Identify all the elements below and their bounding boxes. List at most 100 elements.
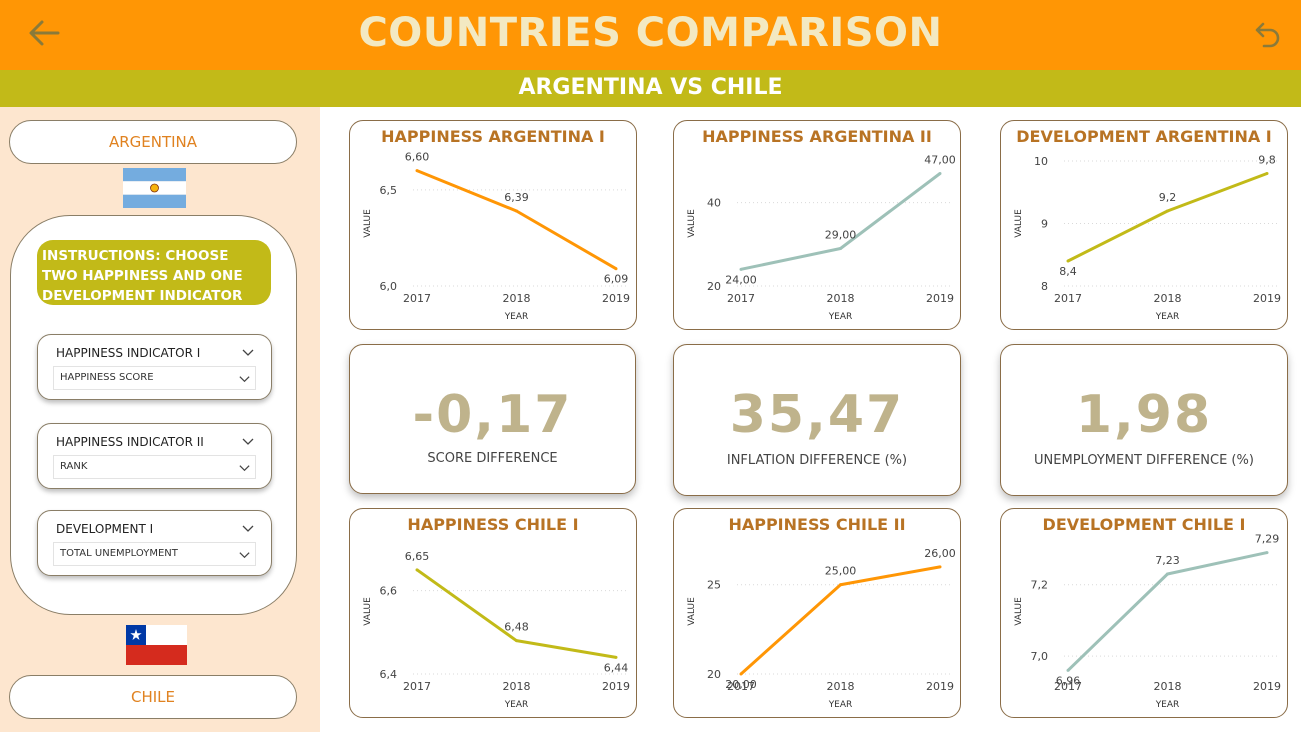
y-axis-title: VALUE (687, 597, 697, 626)
data-point (938, 172, 942, 175)
chart-development-argentina-1: DEVELOPMENT ARGENTINA I 8 9 10 2017 2018 2019… (1000, 120, 1288, 330)
kpi-value: 1,98 (1075, 385, 1213, 445)
kpi-label: INFLATION DIFFERENCE (%) (726, 453, 908, 468)
chart-title: DEVELOPMENT CHILE I (1042, 515, 1246, 534)
data-point (415, 169, 419, 173)
line-chart: 20 40 2017 2018 2019 YEAR VALUE 24,00 29,00 47,00 (687, 154, 956, 323)
arrow-left-icon (29, 20, 60, 46)
x-tick-label: 2019 (602, 680, 630, 693)
dropdown-value: TOTAL UNEMPLOYMENT (60, 548, 178, 559)
slicer-label: HAPPINESS INDICATOR II (56, 435, 204, 449)
y-tick-label: 25 (707, 579, 721, 592)
x-tick-label: 2017 (727, 680, 755, 693)
happiness-indicator-2-dropdown[interactable]: RANK (53, 455, 256, 479)
data-point (614, 267, 618, 271)
x-axis-title: YEAR (828, 312, 853, 322)
subheader-bar: ARGENTINA VS CHILE (0, 70, 1301, 107)
x-tick-label: 2017 (403, 292, 431, 305)
x-tick-label: 2018 (503, 292, 531, 305)
y-tick-label: 10 (1034, 155, 1048, 168)
undo-icon (1255, 22, 1280, 48)
chart-happiness-argentina-2: HAPPINESS ARGENTINA II 20 40 2017 2018 2019 Y… (673, 120, 961, 330)
chart-title: HAPPINESS ARGENTINA I (381, 127, 605, 146)
data-label: 8,4 (1059, 265, 1077, 278)
y-tick-label: 8 (1041, 280, 1048, 293)
undo-button[interactable] (1246, 14, 1286, 54)
series-line (1066, 551, 1268, 672)
kpi-label: UNEMPLOYMENT DIFFERENCE (%) (1034, 453, 1254, 468)
y-tick-label: 9 (1041, 218, 1048, 231)
y-axis-title: VALUE (687, 209, 697, 238)
chart-happiness-chile-2: HAPPINESS CHILE II 20 25 2017 2018 2019 YEAR V… (673, 508, 961, 718)
x-tick-label: 2019 (926, 292, 954, 305)
dropdown-value: RANK (60, 461, 88, 472)
data-label: 26,00 (924, 547, 956, 560)
happiness-indicator-2-slicer[interactable]: HAPPINESS INDICATOR II RANK (37, 423, 272, 489)
happiness-indicator-1-slicer[interactable]: HAPPINESS INDICATOR I HAPPINESS SCORE (37, 334, 272, 400)
data-label: 6,48 (504, 621, 529, 634)
country-button-chile[interactable]: CHILE (9, 675, 297, 719)
line-chart: 6,0 6,5 2017 2018 2019 YEAR VALUE 6,60 6,39 6,09 (363, 151, 630, 322)
data-label: 7,29 (1255, 533, 1280, 546)
x-tick-label: 2017 (1054, 292, 1082, 305)
x-tick-label: 2018 (503, 680, 531, 693)
data-point (1166, 572, 1169, 576)
chevron-down-icon[interactable] (241, 434, 255, 448)
chevron-down-icon[interactable] (241, 521, 255, 535)
y-tick-label: 6,5 (380, 184, 398, 197)
page-title: COUNTRIES COMPARISON (358, 10, 943, 56)
data-label: 7,23 (1155, 554, 1180, 567)
kpi-value: 35,47 (729, 385, 905, 445)
chevron-down-icon[interactable] (241, 345, 255, 359)
chart-title: HAPPINESS ARGENTINA II (702, 127, 932, 146)
dropdown-value: HAPPINESS SCORE (60, 372, 154, 383)
data-point (739, 672, 743, 676)
chart-development-chile-1: DEVELOPMENT CHILE I 7,0 7,2 2017 2018 2019 YE… (1000, 508, 1288, 718)
x-tick-label: 2019 (926, 680, 954, 693)
data-label: 9,8 (1258, 154, 1276, 167)
y-axis-title: VALUE (363, 209, 373, 238)
kpi-value: -0,17 (412, 385, 573, 445)
data-label: 29,00 (825, 229, 857, 242)
country-button-argentina[interactable]: ARGENTINA (9, 120, 297, 164)
data-label: 6,65 (405, 550, 430, 563)
data-point (1066, 259, 1070, 263)
series-line (740, 172, 941, 271)
data-point (839, 247, 842, 250)
y-tick-label: 40 (707, 197, 721, 210)
header-bar: COUNTRIES COMPARISON (0, 0, 1301, 70)
development-1-slicer[interactable]: DEVELOPMENT I TOTAL UNEMPLOYMENT (37, 510, 272, 576)
happiness-indicator-1-dropdown[interactable]: HAPPINESS SCORE (53, 366, 256, 390)
chevron-down-icon (239, 552, 250, 559)
data-label: 20,00 (725, 678, 757, 691)
line-chart: 6,4 6,6 2017 2018 2019 YEAR VALUE 6,65 6,48 6,44 (363, 550, 630, 710)
series-line (416, 568, 617, 659)
kpi-inflation-difference: 35,47 INFLATION DIFFERENCE (%) (673, 344, 961, 496)
data-label: 6,96 (1056, 674, 1081, 687)
x-axis-title: YEAR (504, 700, 529, 710)
x-tick-label: 2019 (602, 292, 630, 305)
x-axis-title: YEAR (1155, 312, 1180, 322)
slicer-label: DEVELOPMENT I (56, 522, 154, 536)
y-tick-label: 6,0 (380, 280, 398, 293)
data-label: 24,00 (725, 273, 757, 286)
series-line (416, 169, 617, 270)
x-axis-title: YEAR (504, 312, 529, 322)
back-button[interactable] (24, 14, 64, 54)
y-axis-title: VALUE (363, 597, 373, 626)
line-chart: 7,0 7,2 2017 2018 2019 YEAR VALUE 6,96 7,23 7,29 (1014, 533, 1281, 710)
data-point (515, 209, 518, 213)
data-point (1166, 209, 1169, 213)
chevron-down-icon (239, 376, 250, 383)
development-1-dropdown[interactable]: TOTAL UNEMPLOYMENT (53, 542, 256, 566)
y-axis-title: VALUE (1014, 597, 1024, 626)
data-label: 6,60 (405, 151, 430, 164)
chart-title: DEVELOPMENT ARGENTINA I (1016, 127, 1272, 146)
line-chart: 8 9 10 2017 2018 2019 YEAR VALUE 8,4 9,2 9,8 (1014, 154, 1281, 323)
data-point (614, 655, 618, 659)
data-point (839, 583, 842, 587)
chart-happiness-chile-1: HAPPINESS CHILE I 6,4 6,6 2017 2018 2019 YEAR… (349, 508, 637, 718)
x-axis-title: YEAR (1155, 700, 1180, 710)
data-point (415, 568, 419, 572)
y-tick-label: 6,6 (380, 585, 398, 598)
